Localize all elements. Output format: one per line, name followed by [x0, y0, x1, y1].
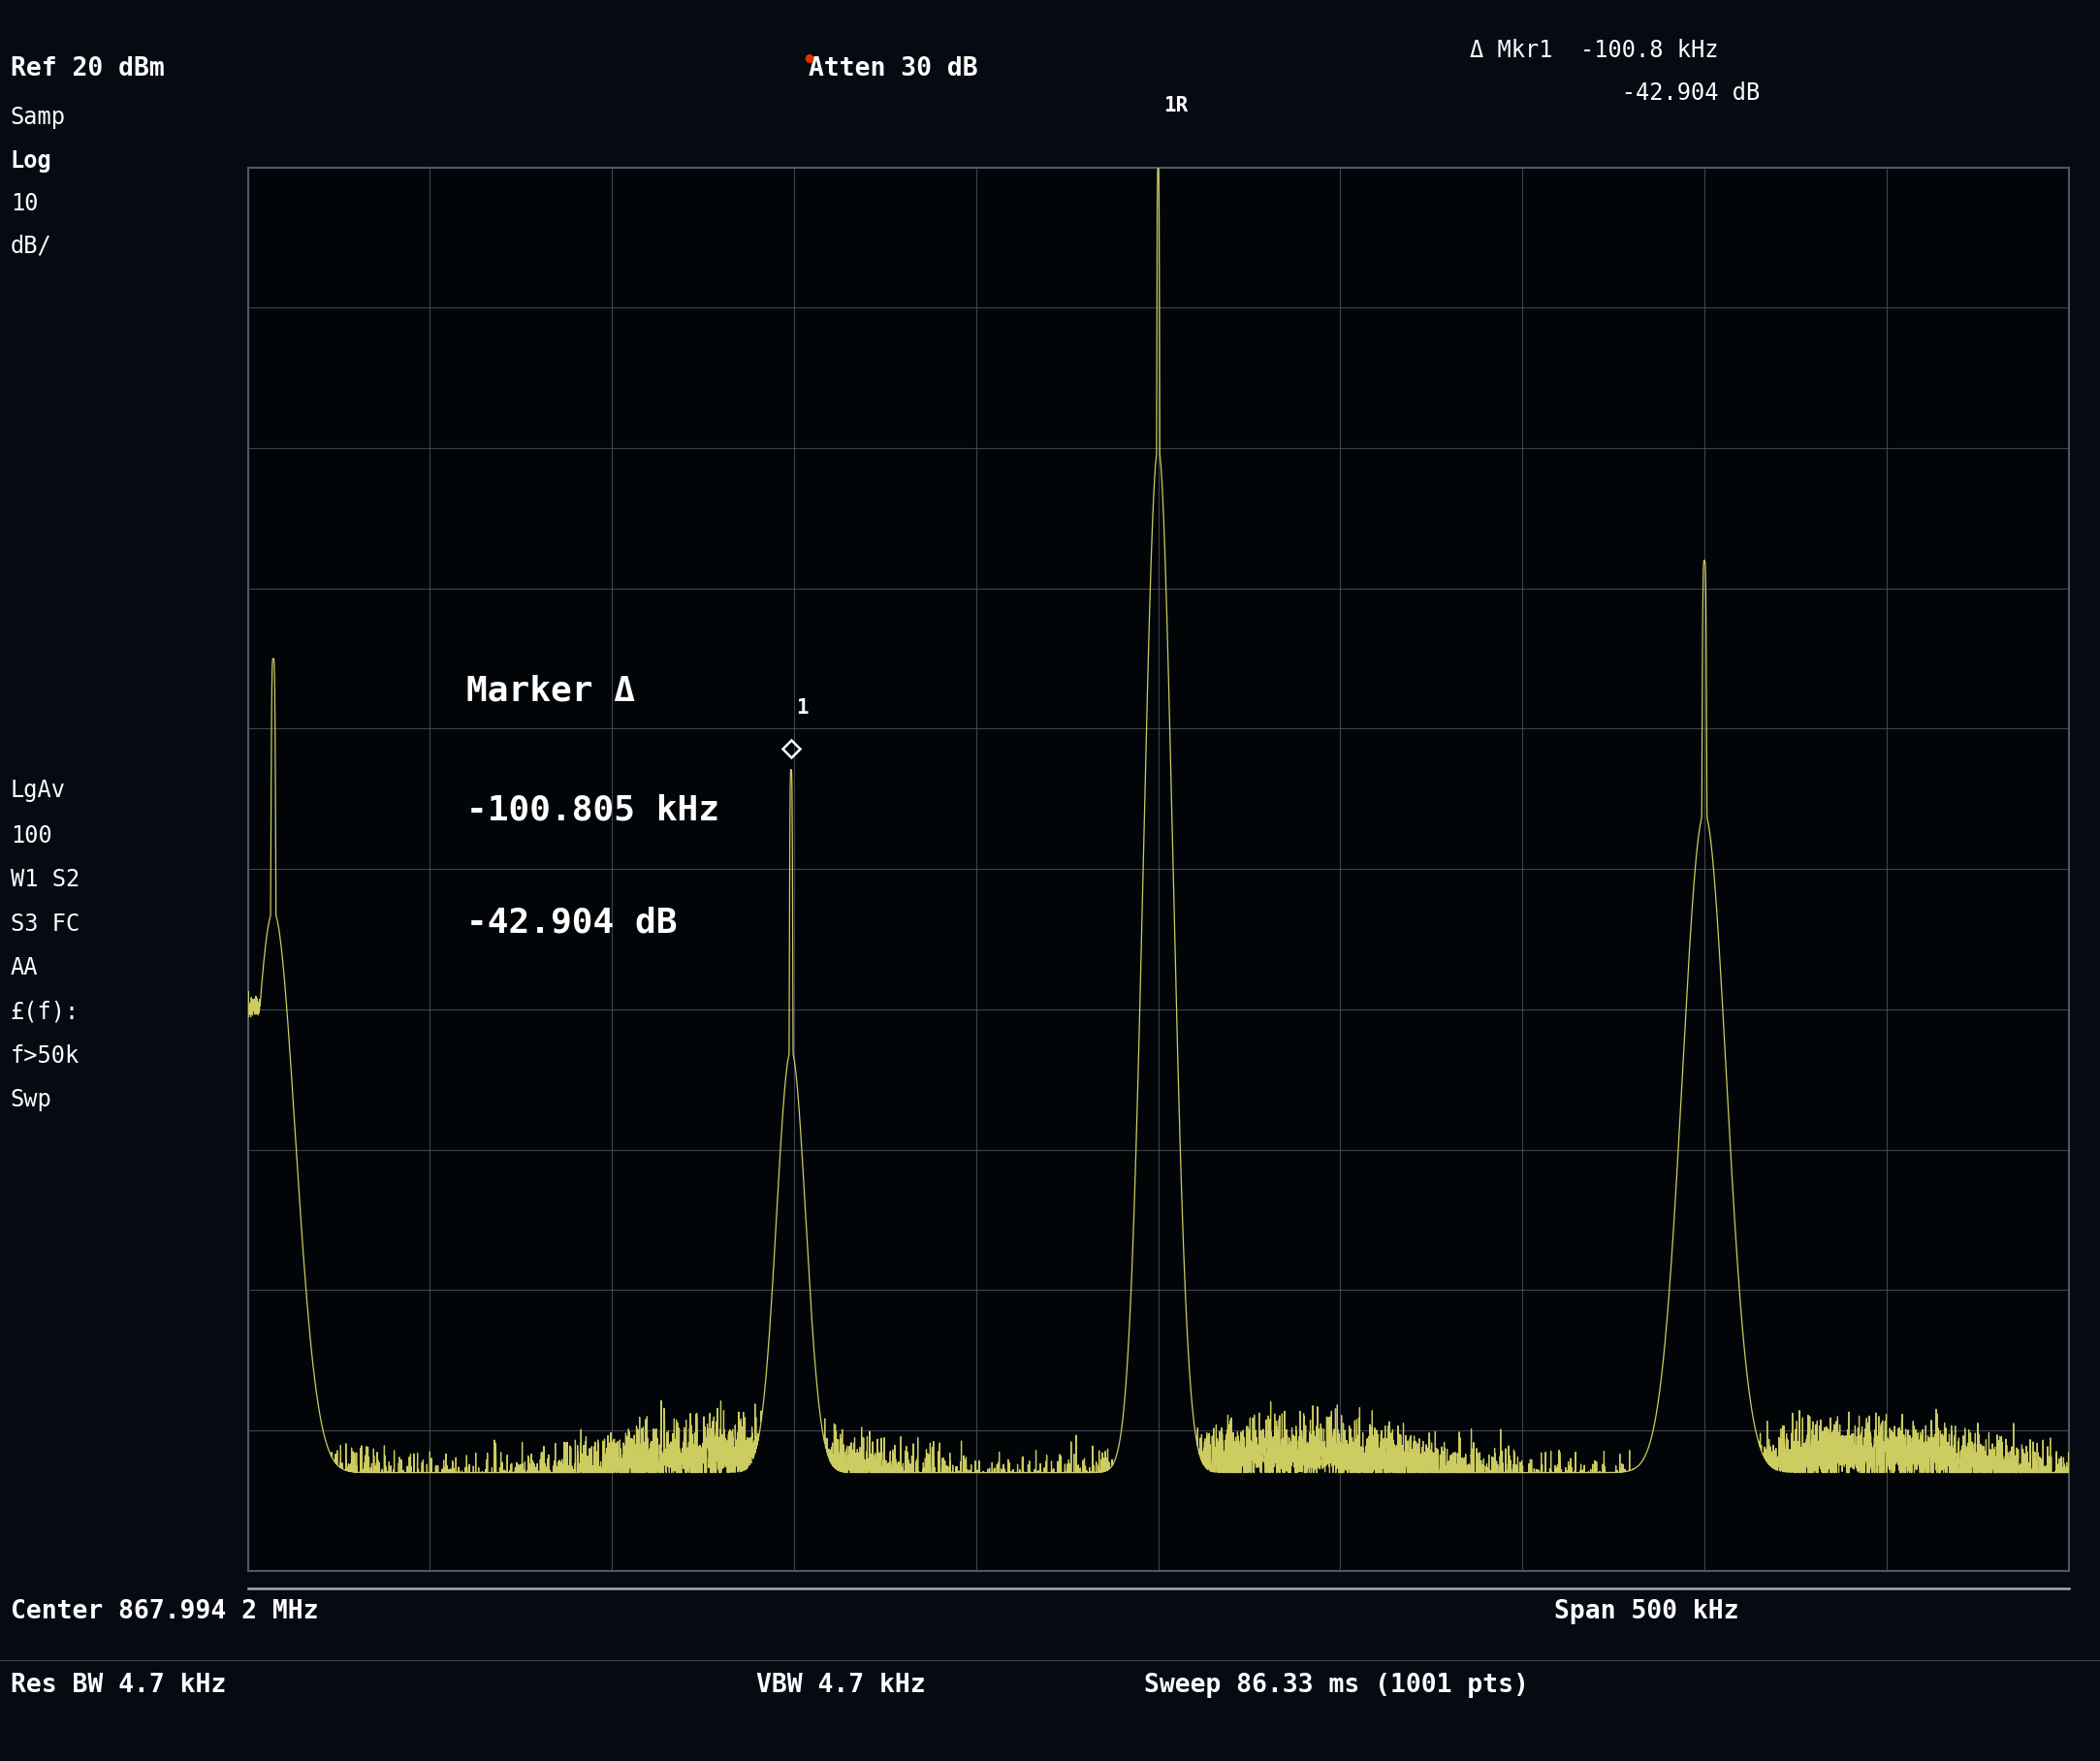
Text: S3 FC: S3 FC — [10, 912, 80, 935]
Text: LgAv: LgAv — [10, 778, 65, 801]
Text: Atten 30 dB: Atten 30 dB — [808, 56, 979, 81]
Text: Δ Mkr1  -100.8 kHz: Δ Mkr1 -100.8 kHz — [1470, 39, 1718, 62]
Text: Ref 20 dBm: Ref 20 dBm — [10, 56, 164, 81]
Text: W1 S2: W1 S2 — [10, 868, 80, 891]
Text: AA: AA — [10, 956, 38, 979]
Text: Samp: Samp — [10, 106, 65, 129]
Text: Center 867.994 2 MHz: Center 867.994 2 MHz — [10, 1599, 319, 1624]
Text: dB/: dB/ — [10, 234, 52, 257]
Text: 10: 10 — [10, 192, 38, 215]
Text: 1R: 1R — [1163, 95, 1189, 114]
Text: •: • — [800, 48, 817, 76]
Text: -100.805 kHz: -100.805 kHz — [466, 794, 720, 826]
Text: Res BW 4.7 kHz: Res BW 4.7 kHz — [10, 1673, 227, 1698]
Text: 100: 100 — [10, 824, 52, 847]
Text: f>50k: f>50k — [10, 1044, 80, 1067]
Text: -42.904 dB: -42.904 dB — [1470, 81, 1760, 104]
Text: Swp: Swp — [10, 1088, 52, 1111]
Text: Sweep 86.33 ms (1001 pts): Sweep 86.33 ms (1001 pts) — [1144, 1673, 1529, 1698]
Text: VBW 4.7 kHz: VBW 4.7 kHz — [756, 1673, 926, 1698]
Text: Log: Log — [10, 150, 52, 173]
Text: -42.904 dB: -42.904 dB — [466, 905, 676, 939]
Text: Span 500 kHz: Span 500 kHz — [1554, 1599, 1739, 1624]
Text: 1: 1 — [796, 697, 808, 717]
Text: £(f):: £(f): — [10, 1000, 80, 1023]
Text: Marker Δ: Marker Δ — [466, 674, 634, 708]
